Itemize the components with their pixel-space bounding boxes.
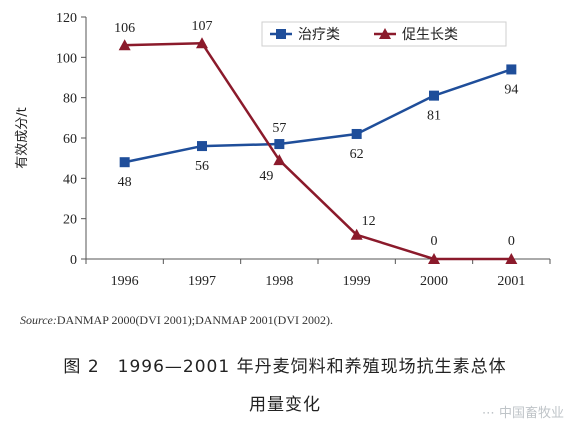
figure-caption-line-2: 用量变化 (249, 395, 321, 415)
data-label: 62 (350, 147, 364, 162)
data-label: 81 (427, 109, 441, 124)
y-tick-label: 20 (63, 213, 77, 228)
data-point-marker (350, 228, 363, 240)
data-point-marker (429, 90, 439, 101)
y-tick-label: 100 (56, 51, 77, 66)
series-line-2 (124, 41, 512, 261)
figure-caption-line-1: 图 2 1996—2001 年丹麦饲料和养殖现场抗生素总体 (63, 357, 507, 377)
data-label: 0 (431, 234, 438, 249)
y-tick-label: 60 (63, 132, 77, 147)
legend-label: 治疗类 (298, 27, 340, 43)
legend-label: 促生长类 (402, 27, 458, 43)
data-point-marker (505, 253, 518, 264)
legend-swatch-marker (276, 29, 286, 39)
data-label: 56 (195, 159, 209, 174)
data-label: 106 (114, 21, 135, 36)
x-tick-label: 2000 (420, 274, 448, 289)
data-point-marker (273, 154, 286, 166)
data-label: 12 (362, 214, 376, 229)
y-tick-label: 120 (56, 11, 77, 26)
data-point-marker (506, 64, 517, 75)
y-tick-label: 80 (63, 92, 77, 107)
source-text: DANMAP 2000(DVI 2001);DANMAP 2001(DVI 20… (56, 313, 333, 327)
legend-swatch-marker (379, 28, 391, 39)
data-point-marker (197, 141, 207, 152)
data-label: 107 (192, 19, 213, 34)
data-label: 0 (508, 234, 515, 249)
data-point-marker (428, 253, 440, 264)
y-tick-label: 40 (63, 172, 77, 187)
data-label: 49 (259, 169, 273, 184)
source-note: Source:DANMAP 2000(DVI 2001);DANMAP 2001… (20, 313, 333, 328)
chart-legend: 治疗类 促生长类 (261, 21, 507, 47)
x-tick-label: 1996 (111, 274, 139, 289)
watermark: ⋯ 中国畜牧业 (481, 406, 564, 421)
source-label: Source: (20, 313, 57, 327)
data-point-marker (196, 37, 208, 49)
x-tick-label: 1997 (188, 274, 216, 289)
series-line-1 (124, 68, 512, 164)
x-tick-label: 2001 (497, 274, 525, 289)
chart-series (118, 37, 518, 264)
y-tick-label: 0 (70, 253, 77, 268)
data-point-marker (118, 39, 131, 51)
chart-data-labels: 48 56 57 62 81 94 106 107 49 12 0 0 (114, 19, 518, 249)
x-tick-label: 1998 (265, 274, 293, 289)
data-label: 48 (118, 175, 132, 190)
x-tick-label: 1999 (343, 274, 371, 289)
data-label: 57 (272, 121, 286, 136)
data-label: 94 (504, 82, 518, 97)
data-point-marker (351, 128, 362, 139)
y-axis-label: 有效成分/t (15, 107, 30, 168)
data-point-marker (119, 157, 130, 168)
data-point-marker (274, 139, 285, 150)
